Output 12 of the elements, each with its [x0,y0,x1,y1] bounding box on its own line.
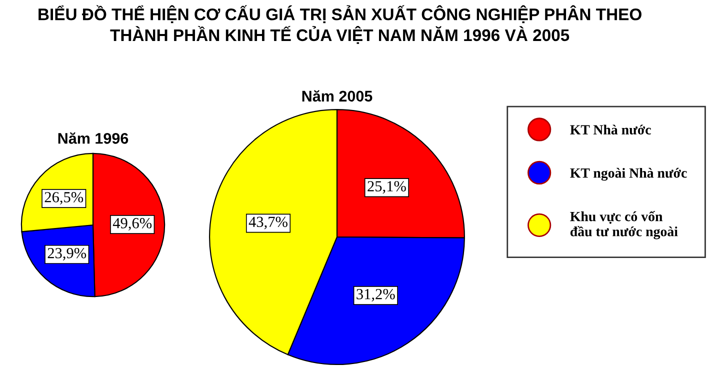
chart-title: Năm 2005 [302,90,372,102]
data-label: 49,6% [112,218,152,231]
chart-title: BIỂU ĐỒ THỂ HIỆN CƠ CẤU GIÁ TRỊ SẢN XUẤT CÔNG NGHIỆP PHÂN THEO THÀNH PHẦN KINH TẾ CỦA VIỆT NAM NĂM 1996 VÀ 2005 [38,5,642,44]
legend-label: KT Nhà nước [570,124,651,135]
legend-label: KT ngoài Nhà nước [570,168,687,181]
data-label: 31,2% [356,288,395,302]
data-label: 43,7% [248,216,288,230]
data-label: 26,5% [44,192,84,205]
data-label: 25,1% [368,181,406,194]
text: Năm 1996 [58,132,128,144]
legend-label: Khu vực có vốn đầu tư nước ngoài [570,210,678,240]
data-label: 23,9% [48,248,86,260]
